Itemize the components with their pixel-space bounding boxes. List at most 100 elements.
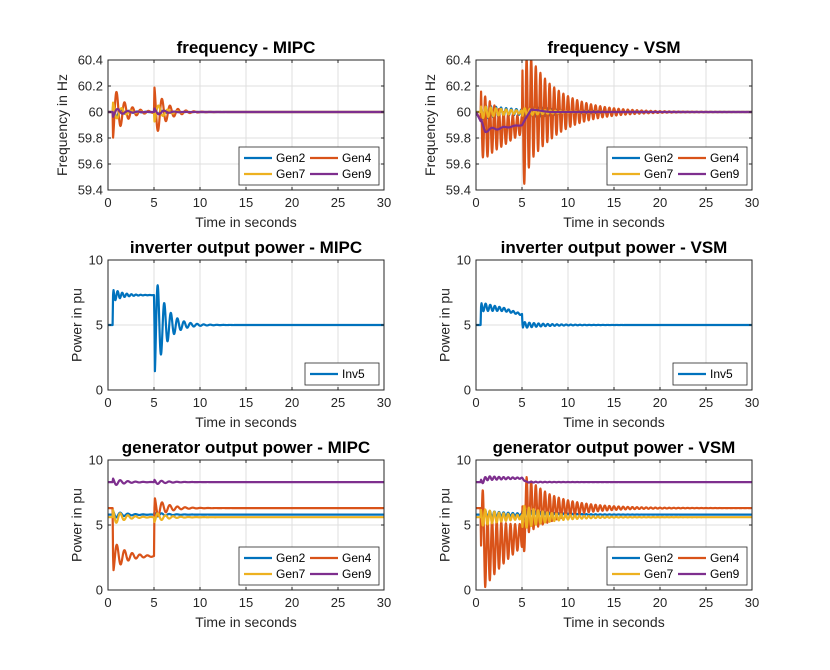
x-tick-label: 30 bbox=[745, 195, 759, 210]
x-tick-label: 25 bbox=[331, 195, 345, 210]
chart-title: frequency - MIPC bbox=[177, 38, 316, 57]
x-axis-label: Time in seconds bbox=[195, 214, 296, 230]
y-tick-label: 10 bbox=[89, 453, 103, 468]
legend-label-gen9: Gen9 bbox=[342, 167, 372, 181]
legend-label-gen9: Gen9 bbox=[342, 567, 372, 581]
legend: Inv5 bbox=[672, 362, 748, 386]
x-tick-label: 25 bbox=[331, 395, 345, 410]
x-tick-label: 15 bbox=[607, 395, 621, 410]
x-tick-label: 0 bbox=[472, 395, 479, 410]
legend-box bbox=[238, 546, 380, 586]
y-axis-label: Frequency in Hz bbox=[422, 74, 438, 176]
chart-title: frequency - VSM bbox=[547, 38, 680, 57]
x-tick-label: 20 bbox=[653, 195, 667, 210]
x-axis-label: Time in seconds bbox=[195, 614, 296, 630]
series-line-gen4 bbox=[476, 476, 752, 589]
legend-label-gen4: Gen4 bbox=[342, 151, 372, 165]
y-tick-label: 59.6 bbox=[446, 157, 471, 172]
series-line-gen9 bbox=[476, 475, 752, 485]
x-tick-label: 0 bbox=[104, 395, 111, 410]
x-tick-label: 10 bbox=[561, 395, 575, 410]
chart-title: generator output power - MIPC bbox=[122, 438, 370, 457]
series-group bbox=[476, 475, 752, 589]
x-tick-label: 5 bbox=[150, 595, 157, 610]
y-tick-label: 0 bbox=[464, 583, 471, 598]
legend: Gen2 Gen4 Gen7 Gen9 bbox=[238, 146, 380, 186]
x-tick-label: 25 bbox=[699, 195, 713, 210]
y-tick-label: 60.2 bbox=[446, 79, 471, 94]
legend-label-gen7: Gen7 bbox=[276, 567, 306, 581]
x-tick-label: 25 bbox=[699, 395, 713, 410]
x-tick-label: 0 bbox=[472, 595, 479, 610]
series-group bbox=[108, 284, 384, 373]
x-tick-label: 0 bbox=[104, 195, 111, 210]
y-tick-label: 59.4 bbox=[446, 183, 471, 198]
x-tick-label: 30 bbox=[377, 195, 391, 210]
legend-label-gen9: Gen9 bbox=[710, 567, 740, 581]
y-tick-label: 59.4 bbox=[78, 183, 103, 198]
series-line-gen7 bbox=[108, 509, 384, 524]
legend-label-gen7: Gen7 bbox=[644, 167, 674, 181]
x-tick-label: 30 bbox=[377, 395, 391, 410]
legend-box bbox=[238, 146, 380, 186]
y-tick-label: 0 bbox=[96, 583, 103, 598]
x-tick-label: 5 bbox=[518, 395, 525, 410]
series-line-gen7 bbox=[476, 504, 752, 529]
chart-panel-3: 0 5 10 15 20 25 30 0 5 10 inverter output power - … bbox=[69, 238, 392, 430]
x-tick-label: 25 bbox=[699, 595, 713, 610]
legend-label-gen7: Gen7 bbox=[644, 567, 674, 581]
legend-label-gen4: Gen4 bbox=[710, 151, 740, 165]
x-axis-label: Time in seconds bbox=[563, 614, 664, 630]
x-tick-label: 20 bbox=[653, 595, 667, 610]
y-tick-label: 60.2 bbox=[78, 79, 103, 94]
x-tick-label: 10 bbox=[193, 195, 207, 210]
x-tick-label: 0 bbox=[104, 595, 111, 610]
series-group bbox=[476, 60, 752, 185]
series-line-inv5 bbox=[108, 284, 384, 373]
y-tick-label: 60.4 bbox=[446, 53, 471, 68]
legend-label-gen2: Gen2 bbox=[276, 151, 306, 165]
series-line-gen9 bbox=[108, 477, 384, 486]
chart-panel-6: 0 5 10 15 20 25 30 0 5 10 generator output power -… bbox=[437, 438, 760, 630]
y-tick-label: 0 bbox=[464, 383, 471, 398]
x-axis-label: Time in seconds bbox=[195, 414, 296, 430]
x-tick-label: 30 bbox=[377, 595, 391, 610]
legend-box bbox=[606, 546, 748, 586]
x-tick-label: 5 bbox=[150, 395, 157, 410]
legend-box bbox=[304, 362, 380, 386]
series-group bbox=[108, 86, 384, 139]
x-tick-label: 25 bbox=[331, 595, 345, 610]
x-tick-label: 5 bbox=[518, 195, 525, 210]
legend-label-gen9: Gen9 bbox=[710, 167, 740, 181]
x-tick-label: 20 bbox=[285, 395, 299, 410]
legend-label-gen2: Gen2 bbox=[644, 151, 674, 165]
legend: Gen2 Gen4 Gen7 Gen9 bbox=[238, 546, 380, 586]
y-tick-label: 60 bbox=[89, 105, 103, 120]
x-tick-label: 0 bbox=[472, 195, 479, 210]
x-tick-label: 15 bbox=[607, 595, 621, 610]
legend-label-gen2: Gen2 bbox=[644, 551, 674, 565]
x-tick-label: 20 bbox=[653, 395, 667, 410]
y-axis-label: Power in pu bbox=[437, 488, 453, 562]
y-tick-label: 10 bbox=[457, 453, 471, 468]
y-axis-label: Power in pu bbox=[437, 288, 453, 362]
chart-panel-2: 0 5 10 15 20 25 30 59.4 59.6 59.8 60 60.2 60.4 freque… bbox=[422, 38, 759, 230]
y-tick-label: 60 bbox=[457, 105, 471, 120]
legend-label-gen2: Gen2 bbox=[276, 551, 306, 565]
y-tick-label: 10 bbox=[89, 253, 103, 268]
legend: Gen2 Gen4 Gen7 Gen9 bbox=[606, 146, 748, 186]
y-axis-label: Power in pu bbox=[69, 288, 85, 362]
chart-title: generator output power - VSM bbox=[493, 438, 736, 457]
y-tick-label: 10 bbox=[457, 253, 471, 268]
x-tick-label: 10 bbox=[193, 395, 207, 410]
chart-panel-5: 0 5 10 15 20 25 30 0 5 10 generator output power -… bbox=[69, 438, 392, 630]
y-tick-label: 59.8 bbox=[78, 131, 103, 146]
y-tick-label: 5 bbox=[464, 518, 471, 533]
x-tick-label: 20 bbox=[285, 595, 299, 610]
x-tick-label: 10 bbox=[561, 195, 575, 210]
x-tick-label: 15 bbox=[239, 595, 253, 610]
chart-panel-1: 0 5 10 15 20 25 30 59.4 59.6 59.8 60 60.2 60.4 freque… bbox=[54, 38, 391, 230]
legend-label-gen7: Gen7 bbox=[276, 167, 306, 181]
chart-title: inverter output power - MIPC bbox=[130, 238, 362, 257]
